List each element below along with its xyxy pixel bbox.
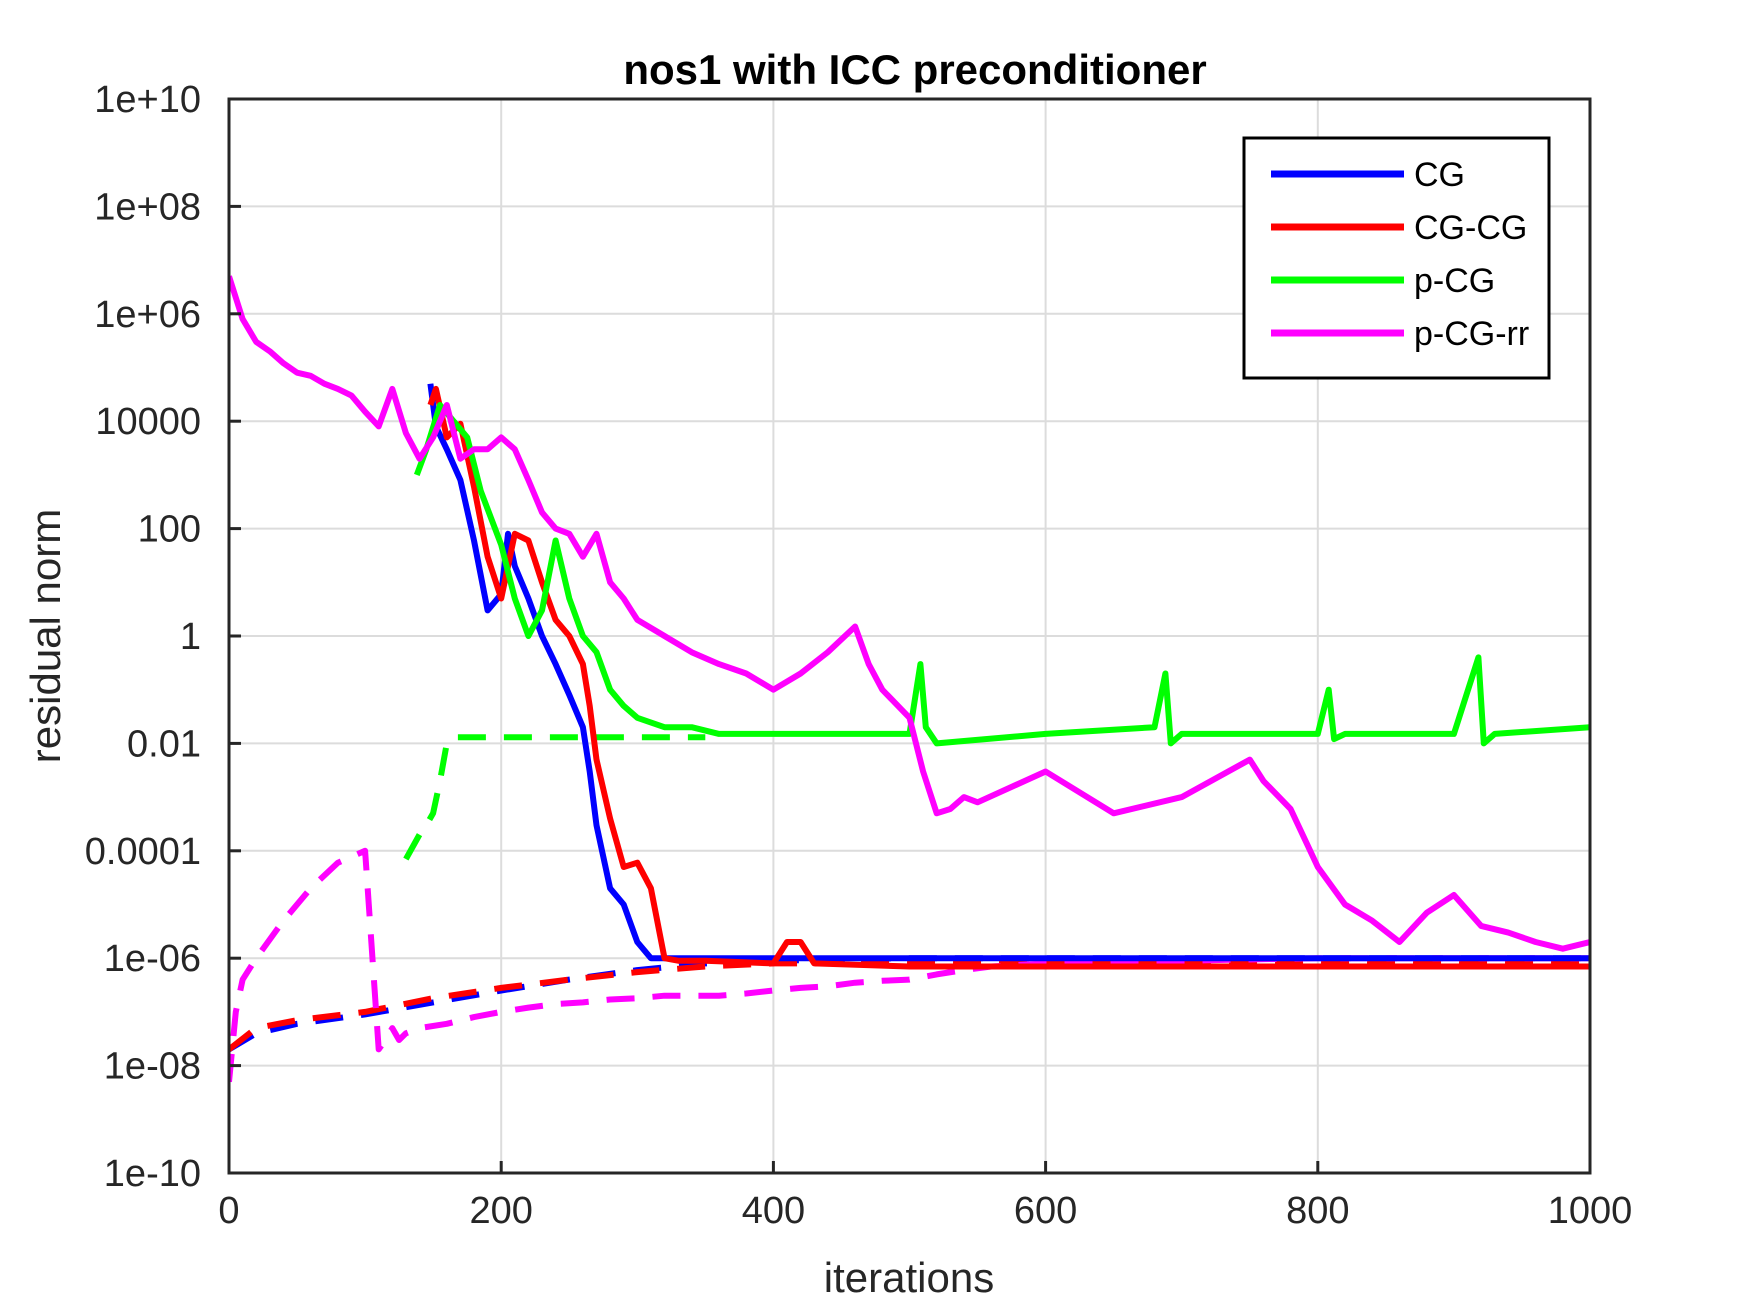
- series-line-p-cg: [413, 402, 1590, 747]
- x-tick-label: 0: [218, 1190, 239, 1232]
- legend: CG CG-CG p-CG p-CG-rr: [1242, 136, 1551, 380]
- y-tick-label: 1e+10: [94, 79, 201, 121]
- y-tick-label: 1e-08: [104, 1046, 201, 1088]
- y-tick-label: 1: [180, 616, 201, 658]
- series-line-p-cg-rr: [229, 275, 1590, 952]
- y-tick-label: 0.0001: [85, 831, 201, 873]
- legend-box: [1242, 136, 1551, 380]
- x-tick-label: 200: [469, 1190, 532, 1232]
- x-axis: 0 200 400 600 800 1000: [218, 1161, 1632, 1232]
- grid: [229, 99, 1590, 1173]
- y-tick-label: 100: [138, 509, 201, 551]
- y-tick-label: 0.01: [127, 723, 201, 765]
- series-line-dashed-7: [229, 847, 1590, 1083]
- legend-label: p-CG-rr: [1414, 315, 1529, 353]
- legend-label: CG: [1414, 156, 1465, 194]
- y-tick-label: 1e+08: [94, 186, 201, 228]
- x-tick-label: 400: [742, 1190, 805, 1232]
- x-tick-label: 600: [1014, 1190, 1077, 1232]
- x-tick-label: 800: [1286, 1190, 1349, 1232]
- series-line-cg: [427, 383, 1590, 962]
- y-axis-label: residual norm: [22, 509, 69, 763]
- y-tick-label: 1e+06: [94, 294, 201, 336]
- legend-label: CG-CG: [1414, 209, 1527, 247]
- series-line-dashed-5: [229, 960, 1590, 1052]
- plot-series-group: [229, 275, 1590, 1083]
- legend-label: p-CG: [1414, 262, 1495, 300]
- x-axis-label: iterations: [824, 1254, 994, 1301]
- y-tick-label: 10000: [95, 401, 201, 443]
- y-axis: 1e+10 1e+08 1e+06 10000 100 1 0.01 0.0001 1e-06 1…: [85, 79, 241, 1195]
- chart-title: nos1 with ICC preconditioner: [623, 46, 1206, 93]
- series-line-cg-cg: [427, 385, 1590, 970]
- y-tick-label: 1e-10: [104, 1153, 201, 1195]
- x-tick-label: 1000: [1548, 1190, 1633, 1232]
- y-tick-label: 1e-06: [104, 938, 201, 980]
